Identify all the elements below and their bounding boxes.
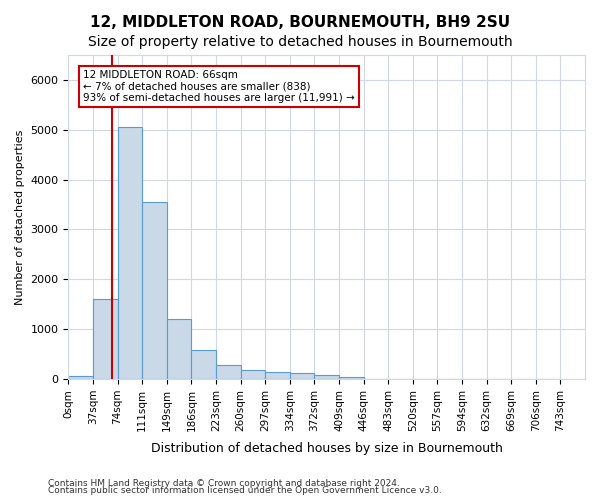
Bar (93, 300, 118, 379)
Text: 12, MIDDLETON ROAD, BOURNEMOUTH, BH9 2SU: 12, MIDDLETON ROAD, BOURNEMOUTH, BH9 2SU (90, 15, 510, 30)
Bar (339, 377, 364, 379)
Bar (142, 202, 167, 379)
Bar (265, 372, 290, 379)
X-axis label: Distribution of detached houses by size in Bournemouth: Distribution of detached houses by size … (151, 442, 503, 455)
Y-axis label: Number of detached properties: Number of detached properties (15, 130, 25, 304)
Text: 12 MIDDLETON ROAD: 66sqm
← 7% of detached houses are smaller (838)
93% of semi-d: 12 MIDDLETON ROAD: 66sqm ← 7% of detache… (83, 70, 355, 103)
Bar (314, 375, 339, 379)
Bar (241, 370, 265, 379)
Bar (167, 319, 191, 379)
Bar (68, 376, 93, 379)
Bar (290, 372, 314, 379)
Text: Contains public sector information licensed under the Open Government Licence v3: Contains public sector information licen… (48, 486, 442, 495)
Text: Size of property relative to detached houses in Bournemouth: Size of property relative to detached ho… (88, 35, 512, 49)
Text: Contains HM Land Registry data © Crown copyright and database right 2024.: Contains HM Land Registry data © Crown c… (48, 478, 400, 488)
Bar (216, 364, 241, 379)
Bar (191, 350, 216, 379)
Bar (118, 128, 142, 379)
